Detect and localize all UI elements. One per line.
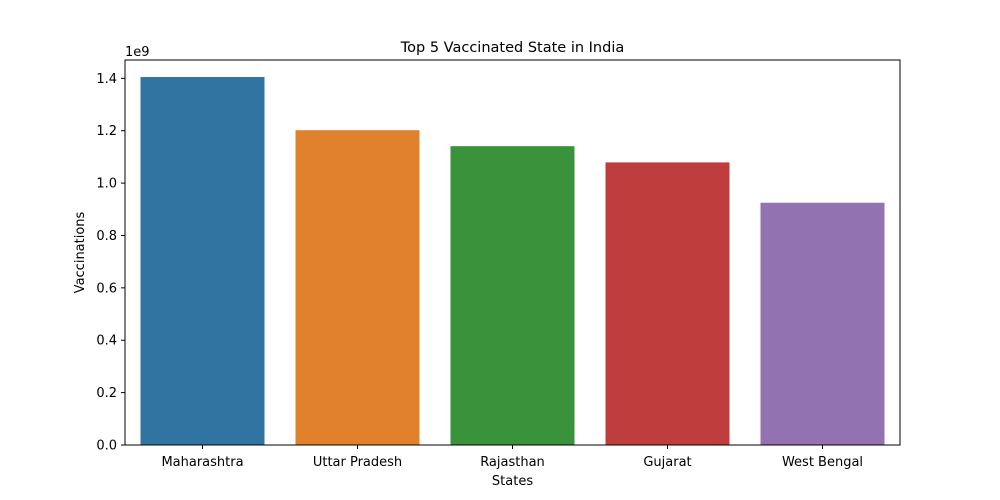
y-tick-label: 0.4 xyxy=(96,334,117,349)
y-tick-label: 1.2 xyxy=(96,124,117,139)
x-tick-label: Maharashtra xyxy=(161,455,243,470)
bar-uttar-pradesh xyxy=(295,130,420,445)
bar-west-bengal xyxy=(760,202,885,445)
y-tick-label: 0.8 xyxy=(96,229,117,244)
y-tick-label: 0.0 xyxy=(96,439,117,454)
x-tick-label: Rajasthan xyxy=(480,455,545,470)
bar-gujarat xyxy=(605,162,730,445)
bar-rajasthan xyxy=(450,146,575,445)
y-axis-ticks: 0.0 0.2 0.4 0.6 0.8 1.0 1.2 1.4 xyxy=(96,72,125,454)
y-tick-label: 1.0 xyxy=(96,177,117,192)
y-tick-label: 0.6 xyxy=(96,281,117,296)
y-offset-label: 1e9 xyxy=(125,45,150,60)
bars-group xyxy=(140,77,885,446)
y-axis-label: Vaccinations xyxy=(73,211,88,293)
y-tick-label: 0.2 xyxy=(96,386,117,401)
x-tick-label: West Bengal xyxy=(782,455,863,470)
x-tick-label: Uttar Pradesh xyxy=(313,455,402,470)
x-tick-label: Gujarat xyxy=(643,455,691,470)
y-tick-label: 1.4 xyxy=(96,72,117,87)
bar-maharashtra xyxy=(140,77,265,446)
plot-frame xyxy=(124,59,901,446)
chart-title: Top 5 Vaccinated State in India xyxy=(400,40,624,56)
x-axis-label: States xyxy=(492,474,533,489)
x-axis-ticks: Maharashtra Uttar Pradesh Rajasthan Gujarat… xyxy=(161,445,863,470)
